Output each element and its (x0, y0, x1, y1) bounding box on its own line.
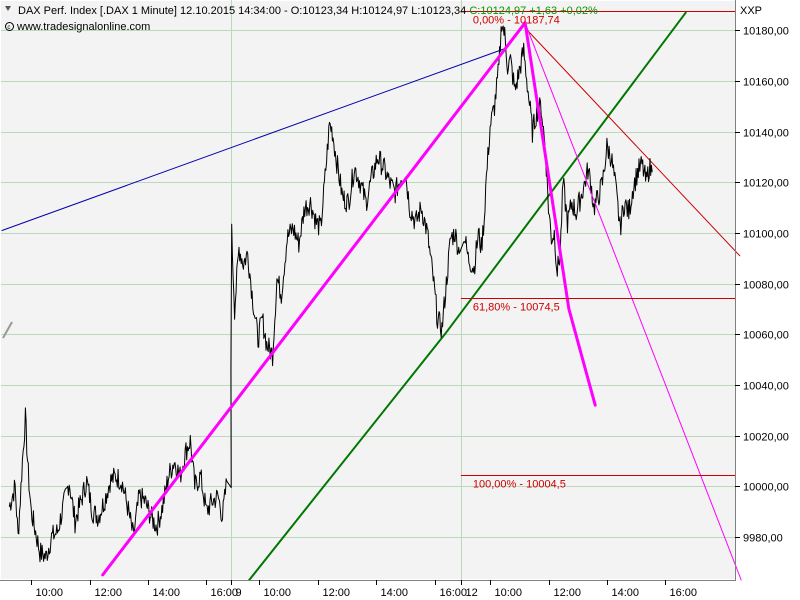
y-tick-label: 9980,00 (743, 533, 783, 545)
instrument-label: DAX Perf. Index [.DAX 1 Minute] 12.10.20… (18, 5, 598, 17)
copyright-c-icon: c (7, 25, 10, 31)
x-tick-label: 16:00 (211, 587, 239, 599)
y-tick-label: 10180,00 (743, 26, 789, 38)
x-tick-label: 16:00 (440, 587, 468, 599)
trendline-pink (524, 22, 742, 581)
trendline-fib (524, 27, 741, 257)
fib-level-label: 61,80% - 10074,5 (473, 302, 560, 314)
x-tick-label: 12:00 (95, 587, 123, 599)
trendline-pink (101, 21, 527, 577)
close-change-label: C:10124,97 +1,63 +0,02% (469, 5, 598, 17)
collapse-triangle-icon[interactable] (5, 6, 11, 11)
fibonacci-levels: 0,00% - 10187,74 61,80% - 10074,5 100,00% … (460, 11, 735, 491)
trendlines-front (101, 21, 742, 581)
y-tick-label: 10040,00 (743, 381, 789, 393)
y-tick-label: 10140,00 (743, 128, 789, 140)
y-tick-label: 10000,00 (743, 482, 789, 494)
y-tick-label: 10100,00 (743, 229, 789, 241)
price-line (8, 25, 653, 563)
price-series (8, 25, 653, 563)
fib-level-label: 100,00% - 10004,5 (473, 479, 566, 491)
y-axis: 9980,00 10000,00 10020,00 10040,00 10060,00 1… (735, 26, 789, 545)
plot-area[interactable] (1, 1, 735, 579)
chart-header: DAX Perf. Index [.DAX 1 Minute] 12.10.20… (2, 5, 762, 339)
scroll-handle-icon[interactable] (2, 321, 13, 339)
trendline-pink (523, 21, 597, 407)
trendlines-back (1, 11, 741, 581)
fib-level-label: 0,00% - 10187,74 (473, 15, 560, 27)
trendline-green (248, 11, 687, 581)
x-tick-label: 12:00 (323, 587, 351, 599)
x-tick-label: 14:00 (381, 587, 409, 599)
y-tick-label: 10120,00 (743, 178, 789, 190)
y-tick-label: 10060,00 (743, 330, 789, 342)
grid-lines (1, 0, 735, 580)
source-label: www.tradesignalonline.com (16, 21, 150, 33)
x-tick-label: 10:00 (36, 587, 64, 599)
x-tick-label: 14:00 (612, 587, 640, 599)
x-tick-label: 16:00 (670, 587, 698, 599)
y-tick-label: 10020,00 (743, 432, 789, 444)
x-tick-label: 9 (236, 587, 242, 599)
trendline-blue (1, 47, 507, 231)
axis-code-label: XXP (740, 5, 762, 17)
x-axis: 10:00 12:00 14:00 16:009 10:00 12:00 14:00 16:0… (31, 580, 698, 599)
y-tick-label: 10080,00 (743, 280, 789, 292)
copyright-icon (5, 22, 14, 31)
x-tick-label: 12 (466, 587, 478, 599)
y-tick-label: 10160,00 (743, 77, 789, 89)
x-tick-label: 10:00 (495, 587, 523, 599)
x-tick-label: 12:00 (554, 587, 582, 599)
x-tick-label: 10:00 (264, 587, 292, 599)
x-tick-label: 14:00 (153, 587, 181, 599)
